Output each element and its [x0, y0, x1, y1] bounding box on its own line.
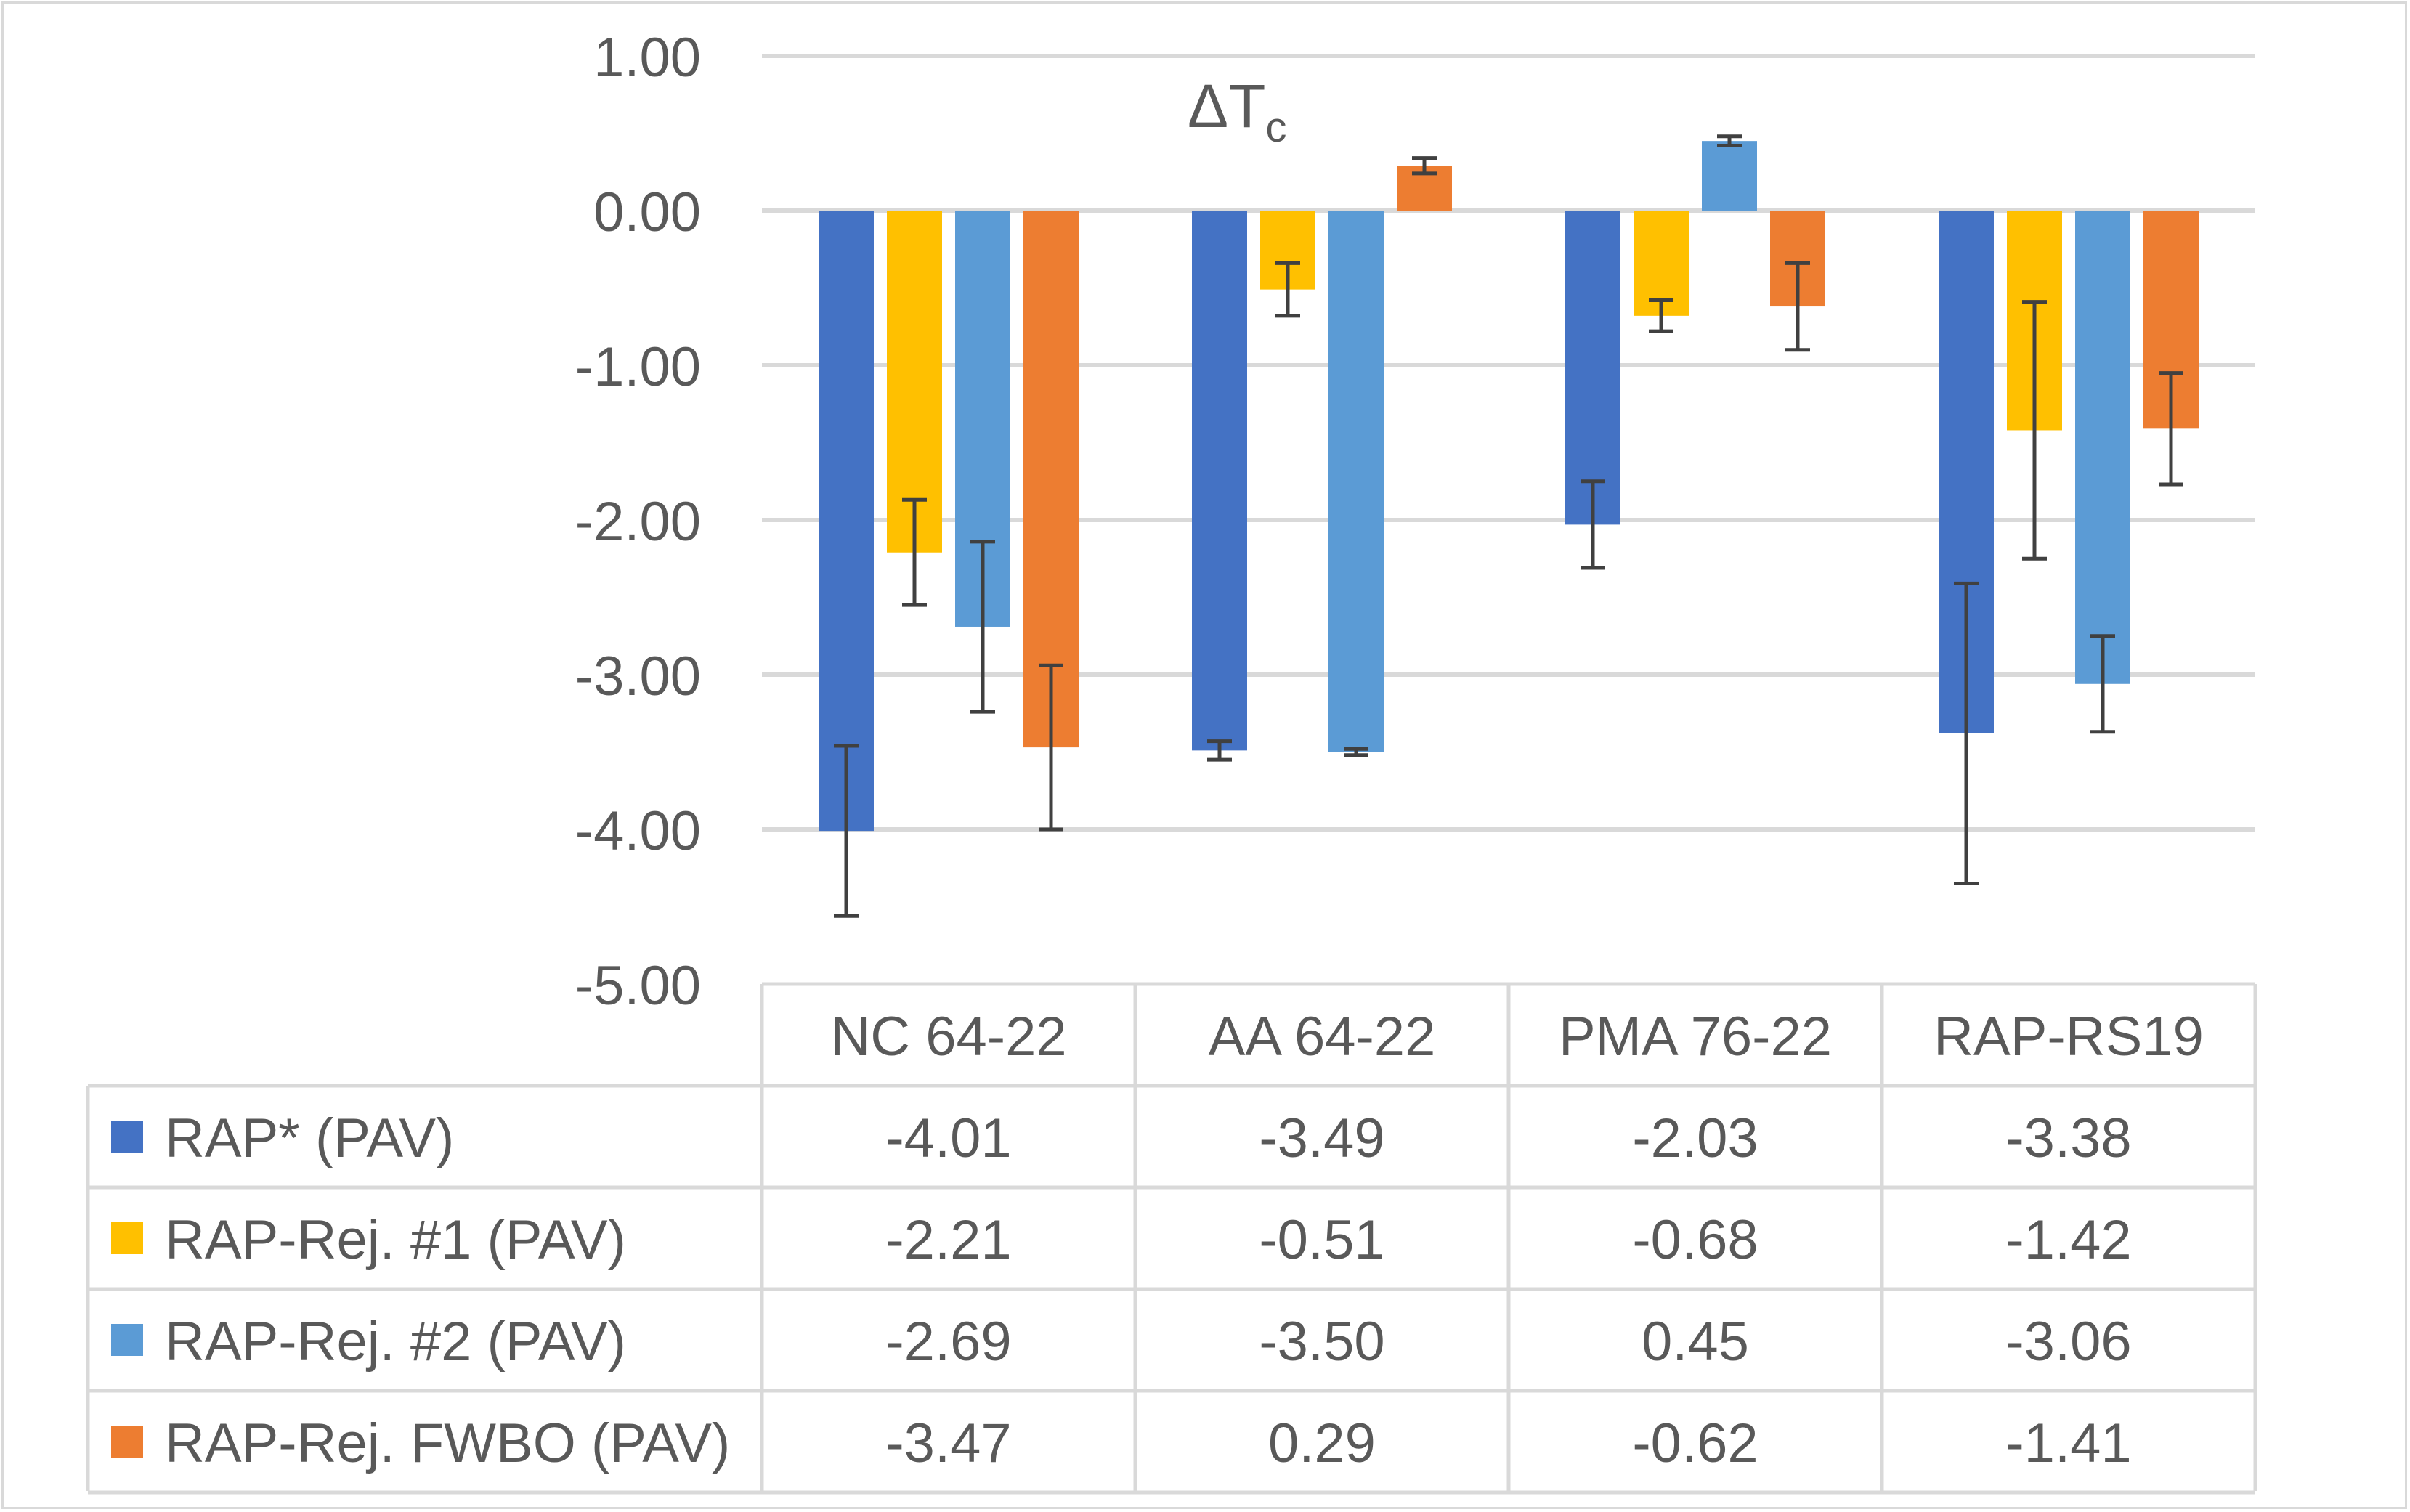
chart-svg: 1.00 0.00 -1.00 -2.00 -3.00 -4.00 -5.00 NC 64-… [86, 27, 2257, 1495]
bar [1328, 211, 1384, 752]
table-value: -3.38 [2005, 1107, 2131, 1169]
table-value: -0.68 [1632, 1209, 1758, 1271]
bar [2075, 211, 2130, 684]
table-value: -3.47 [885, 1413, 1011, 1474]
bar [1565, 211, 1620, 525]
category-label: NC 64-22 [830, 1006, 1066, 1068]
legend-label: RAP* (PAV) [165, 1107, 454, 1169]
table-value: -0.62 [1632, 1413, 1758, 1474]
category-label: RAP-RS19 [1934, 1006, 2204, 1068]
table-value: -1.41 [2005, 1413, 2131, 1474]
data-table: NC 64-22 AA 64-22 PMA 76-22 RAP-RS19 RAP* (P… [86, 982, 2257, 1495]
y-tick-label: 0.00 [593, 182, 701, 243]
legend-key [111, 1426, 143, 1458]
legend-key [111, 1121, 143, 1153]
y-tick-label: -3.00 [575, 646, 701, 707]
chart-title-main: ΔT [1188, 72, 1265, 140]
y-tick-label: -1.00 [575, 336, 701, 398]
table-value: -1.42 [2005, 1209, 2131, 1271]
chart-title-subscript: c [1265, 104, 1286, 151]
bars [819, 141, 2199, 832]
table-value: 0.29 [1268, 1413, 1376, 1474]
chart-title: ΔTc [1188, 72, 1286, 151]
bar [819, 211, 874, 832]
y-tick-label: -4.00 [575, 800, 701, 862]
category-label: PMA 76-22 [1559, 1006, 1832, 1068]
bar [1192, 211, 1247, 751]
table-value: -2.03 [1632, 1107, 1758, 1169]
legend-label: RAP-Rej. #2 (PAV) [165, 1311, 626, 1373]
bar [1702, 141, 1757, 211]
table-value: -0.51 [1259, 1209, 1384, 1271]
table-value: -4.01 [885, 1107, 1011, 1169]
bar [1023, 211, 1079, 748]
table-value: 0.45 [1642, 1311, 1749, 1373]
legend-label: RAP-Rej. FWBO (PAV) [165, 1413, 730, 1474]
table-value: -2.21 [885, 1209, 1011, 1271]
table-value: -3.50 [1259, 1311, 1384, 1373]
table-value: -2.69 [885, 1311, 1011, 1373]
bar [1634, 211, 1689, 316]
y-tick-label: 1.00 [593, 27, 701, 89]
legend-label: RAP-Rej. #1 (PAV) [165, 1209, 626, 1271]
table-value: -3.49 [1259, 1107, 1384, 1169]
category-label: AA 64-22 [1209, 1006, 1436, 1068]
y-tick-label: -5.00 [575, 955, 701, 1017]
bar [887, 211, 942, 553]
error-bars [834, 134, 2183, 918]
legend-key [111, 1324, 143, 1356]
legend-key [111, 1222, 143, 1254]
table-value: -3.06 [2005, 1311, 2131, 1373]
y-axis-tick-labels: 1.00 0.00 -1.00 -2.00 -3.00 -4.00 -5.00 [575, 27, 701, 1017]
y-tick-label: -2.00 [575, 491, 701, 553]
gridlines [762, 54, 2255, 832]
